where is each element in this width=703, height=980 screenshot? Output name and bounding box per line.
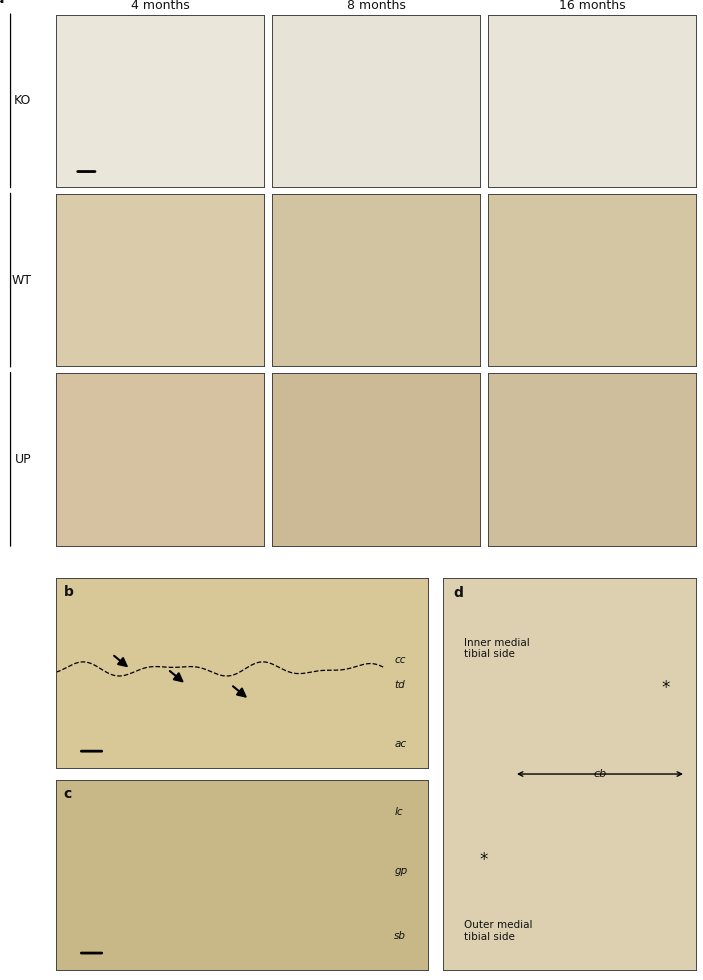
Text: lc: lc	[394, 808, 403, 817]
Text: *: *	[479, 852, 488, 869]
Text: Outer medial
tibial side: Outer medial tibial side	[463, 920, 532, 942]
Text: td: td	[394, 679, 405, 690]
Text: c: c	[64, 787, 72, 802]
Text: Inner medial
tibial side: Inner medial tibial side	[463, 638, 529, 660]
Text: cc: cc	[394, 655, 406, 664]
Y-axis label: UP: UP	[15, 453, 31, 466]
Title: 4 months: 4 months	[131, 0, 190, 12]
Title: 8 months: 8 months	[347, 0, 406, 12]
Y-axis label: KO: KO	[14, 94, 31, 108]
Text: cb: cb	[593, 769, 607, 779]
Text: b: b	[64, 585, 74, 600]
Title: 16 months: 16 months	[559, 0, 626, 12]
Text: *: *	[662, 679, 670, 697]
Text: ac: ac	[394, 739, 406, 749]
Text: gp: gp	[394, 866, 408, 876]
Y-axis label: WT: WT	[11, 273, 31, 286]
Text: d: d	[453, 586, 463, 600]
Text: sb: sb	[394, 931, 406, 941]
Text: a: a	[0, 0, 4, 6]
